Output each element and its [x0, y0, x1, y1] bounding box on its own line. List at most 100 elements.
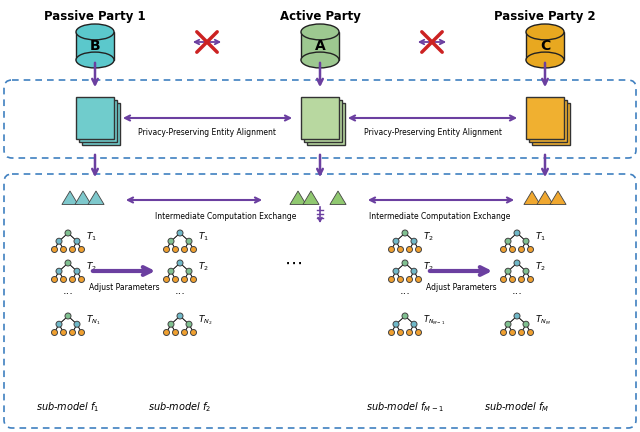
Text: sub-model $f_{M-1}$: sub-model $f_{M-1}$: [366, 400, 444, 414]
Text: Intermediate Computation Exchange: Intermediate Computation Exchange: [369, 212, 510, 221]
Circle shape: [393, 321, 399, 327]
Text: $T_2$: $T_2$: [423, 231, 434, 243]
Text: ...: ...: [175, 286, 186, 296]
Circle shape: [163, 330, 170, 336]
FancyBboxPatch shape: [526, 32, 564, 60]
Circle shape: [173, 276, 179, 283]
Circle shape: [51, 247, 58, 252]
Circle shape: [56, 321, 62, 327]
Circle shape: [56, 238, 62, 244]
Polygon shape: [330, 191, 346, 204]
Text: $T_{N_M}$: $T_{N_M}$: [535, 313, 551, 327]
Circle shape: [402, 260, 408, 266]
Circle shape: [500, 276, 506, 283]
Text: $T_1$: $T_1$: [86, 231, 97, 243]
Circle shape: [406, 330, 413, 336]
FancyBboxPatch shape: [532, 103, 570, 145]
Circle shape: [65, 260, 71, 266]
Circle shape: [65, 313, 71, 319]
Circle shape: [509, 276, 515, 283]
Circle shape: [61, 276, 67, 283]
Circle shape: [177, 230, 183, 236]
Circle shape: [79, 330, 84, 336]
Ellipse shape: [526, 52, 564, 68]
Circle shape: [168, 268, 174, 274]
Circle shape: [186, 321, 192, 327]
Circle shape: [163, 276, 170, 283]
Circle shape: [191, 330, 196, 336]
Circle shape: [388, 330, 394, 336]
Circle shape: [505, 238, 511, 244]
Circle shape: [514, 260, 520, 266]
Text: $T_{N_1}$: $T_{N_1}$: [86, 313, 100, 327]
FancyBboxPatch shape: [301, 32, 339, 60]
Circle shape: [527, 276, 534, 283]
FancyBboxPatch shape: [529, 100, 567, 142]
Circle shape: [523, 321, 529, 327]
Circle shape: [518, 330, 525, 336]
Circle shape: [505, 268, 511, 274]
Circle shape: [411, 321, 417, 327]
Circle shape: [191, 276, 196, 283]
FancyBboxPatch shape: [76, 32, 114, 60]
Circle shape: [402, 313, 408, 319]
Circle shape: [186, 268, 192, 274]
Circle shape: [51, 330, 58, 336]
Polygon shape: [290, 191, 306, 204]
Text: $T_2$: $T_2$: [86, 261, 97, 273]
Text: $T_2$: $T_2$: [423, 261, 434, 273]
Circle shape: [191, 247, 196, 252]
Ellipse shape: [76, 52, 114, 68]
Text: $\cdots$: $\cdots$: [284, 254, 301, 272]
Circle shape: [182, 330, 188, 336]
Circle shape: [402, 230, 408, 236]
Text: $T_2$: $T_2$: [535, 261, 546, 273]
Ellipse shape: [76, 24, 114, 40]
Circle shape: [388, 276, 394, 283]
FancyBboxPatch shape: [79, 100, 117, 142]
Text: ...: ...: [511, 286, 522, 296]
Circle shape: [518, 247, 525, 252]
Circle shape: [393, 268, 399, 274]
Circle shape: [406, 247, 413, 252]
Circle shape: [70, 330, 76, 336]
Circle shape: [79, 247, 84, 252]
Polygon shape: [88, 191, 104, 204]
Circle shape: [182, 247, 188, 252]
Polygon shape: [75, 191, 91, 204]
Circle shape: [523, 238, 529, 244]
Circle shape: [397, 247, 403, 252]
Circle shape: [173, 330, 179, 336]
Text: B: B: [90, 39, 100, 53]
Circle shape: [70, 247, 76, 252]
Circle shape: [527, 330, 534, 336]
Circle shape: [65, 230, 71, 236]
Circle shape: [518, 276, 525, 283]
Circle shape: [56, 268, 62, 274]
Circle shape: [51, 276, 58, 283]
Polygon shape: [524, 191, 540, 204]
FancyBboxPatch shape: [76, 97, 114, 139]
Text: A: A: [315, 39, 325, 53]
Text: sub-model $f_1$: sub-model $f_1$: [36, 400, 100, 414]
Text: Active Party: Active Party: [280, 10, 360, 23]
Circle shape: [505, 321, 511, 327]
Ellipse shape: [526, 24, 564, 40]
FancyBboxPatch shape: [82, 103, 120, 145]
Circle shape: [61, 247, 67, 252]
Circle shape: [411, 268, 417, 274]
Polygon shape: [303, 191, 319, 204]
Text: $T_1$: $T_1$: [198, 231, 209, 243]
Circle shape: [186, 238, 192, 244]
Circle shape: [61, 330, 67, 336]
Text: Privacy-Preserving Entity Alignment: Privacy-Preserving Entity Alignment: [364, 128, 502, 137]
Text: $T_{N_2}$: $T_{N_2}$: [198, 313, 212, 327]
Text: ...: ...: [399, 286, 410, 296]
Circle shape: [177, 260, 183, 266]
Text: Passive Party 1: Passive Party 1: [44, 10, 146, 23]
Text: Adjust Parameters: Adjust Parameters: [426, 283, 496, 292]
Circle shape: [523, 268, 529, 274]
Text: $T_2$: $T_2$: [198, 261, 209, 273]
Circle shape: [74, 321, 80, 327]
Circle shape: [74, 268, 80, 274]
